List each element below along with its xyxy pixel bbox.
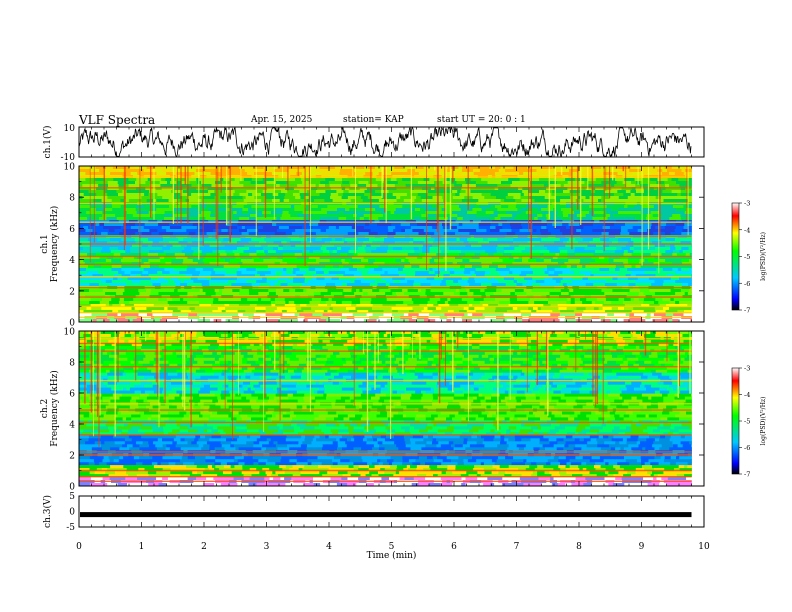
ch2-spectrogram-ytick-label: 8 <box>69 359 75 369</box>
ch1-spectrogram-ylabel-frequency: Frequency (kHz) <box>49 206 60 283</box>
ch1-spectrogram-colorbar: -3 -4 -5 -6 -7 log(PSD)(V²/Hz) <box>731 200 767 315</box>
xtick-label: 3 <box>264 542 270 552</box>
colorbar-tick-label: -3 <box>744 200 750 208</box>
ch3-ytick-label: 0 <box>69 508 75 518</box>
ch2-spectrogram-panel: 0 2 4 6 8 10 ch.2 Frequency (kHz) -3 -4 -5 -6 -7 log(… <box>40 328 767 493</box>
ch3-ylabel: ch.3(V) <box>42 495 53 528</box>
ch2-spectrogram-ytick-label: 2 <box>69 452 75 462</box>
colorbar-tick-label: -7 <box>744 471 750 479</box>
ch2-spectrogram-ytick-label: 4 <box>69 421 75 431</box>
colorbar-tick-label: -5 <box>744 253 750 261</box>
ch1-waveform-line <box>78 126 692 158</box>
colorbar-tick-label: -4 <box>744 226 750 234</box>
ch2-spectrogram-ylabel-channel: ch.2 <box>40 399 50 418</box>
ch2-spectrogram-colorbar: -3 -4 -5 -6 -7 log(PSD)(V²/Hz) <box>731 365 767 479</box>
ch1-spectrogram-ylabel-channel: ch.1 <box>40 234 50 253</box>
colorbar-tick-label: -6 <box>744 444 750 452</box>
colorbar-tick-label: -6 <box>744 280 750 288</box>
colorbar-tick-label: -7 <box>744 307 750 315</box>
ch1-spectrogram-panel: 0 2 4 6 8 10 ch.1 Frequency (kHz) -3 -4 -5 -6 -7 log(… <box>40 163 767 329</box>
ch1-spectrogram-ytick-label: 4 <box>69 256 75 266</box>
xtick-label: 5 <box>389 542 395 552</box>
colorbar-tick-label: -3 <box>744 365 750 373</box>
chart-title: VLF Spectra <box>79 113 156 127</box>
xtick-label: 10 <box>698 542 710 552</box>
ch1-spectrogram-ytick-label: 0 <box>69 319 75 329</box>
date-label: Apr. 15, 2025 <box>251 115 313 125</box>
ch3-waveform-band <box>80 512 692 518</box>
colorbar-label: log(PSD)(V²/Hz) <box>760 232 767 281</box>
ch2-spectrogram-ytick-label: 10 <box>64 328 76 338</box>
ch1-ytick-label: -10 <box>61 153 76 163</box>
ch1-waveform-panel: 10 -10 ch.1(V) <box>42 124 705 163</box>
ch2-spectrogram-ytick-label: 6 <box>69 390 75 400</box>
station-label: station= KAP <box>343 115 404 125</box>
xtick-label: 9 <box>639 542 645 552</box>
xtick-label: 8 <box>576 542 582 552</box>
ch1-spectrogram-ytick-label: 8 <box>69 194 75 204</box>
ch2-spectrogram-image <box>78 331 692 487</box>
xtick-label: 4 <box>326 542 332 552</box>
xtick-label: 1 <box>139 542 145 552</box>
colorbar-gradient <box>731 202 740 311</box>
ch1-spectrogram-ytick-label: 6 <box>69 225 75 235</box>
start-time-label: start UT = 20: 0 : 1 <box>437 115 526 125</box>
ch1-ytick-label: 10 <box>64 124 76 134</box>
ch2-spectrogram-ytick-label: 0 <box>69 483 75 493</box>
xtick-label: 7 <box>514 542 520 552</box>
ch3-ytick-label: -5 <box>66 523 75 533</box>
xtick-label: 6 <box>451 542 457 552</box>
ch3-ytick-label: 5 <box>69 492 75 502</box>
xtick-label: 0 <box>76 542 82 552</box>
x-axis-label: Time (min) <box>367 550 417 561</box>
ch1-spectrogram-ytick-label: 2 <box>69 287 75 297</box>
colorbar-gradient <box>731 367 740 475</box>
xtick-label: 2 <box>201 542 207 552</box>
ch1-spectrogram-image <box>79 166 692 323</box>
colorbar-tick-label: -5 <box>744 418 750 426</box>
ch1-ylabel: ch.1(V) <box>42 126 53 159</box>
ch2-spectrogram-ylabel-frequency: Frequency (kHz) <box>49 370 60 447</box>
colorbar-label: log(PSD)(V²/Hz) <box>760 397 767 446</box>
colorbar-tick-label: -4 <box>744 391 750 399</box>
ch1-spectrogram-ytick-label: 10 <box>64 163 76 173</box>
